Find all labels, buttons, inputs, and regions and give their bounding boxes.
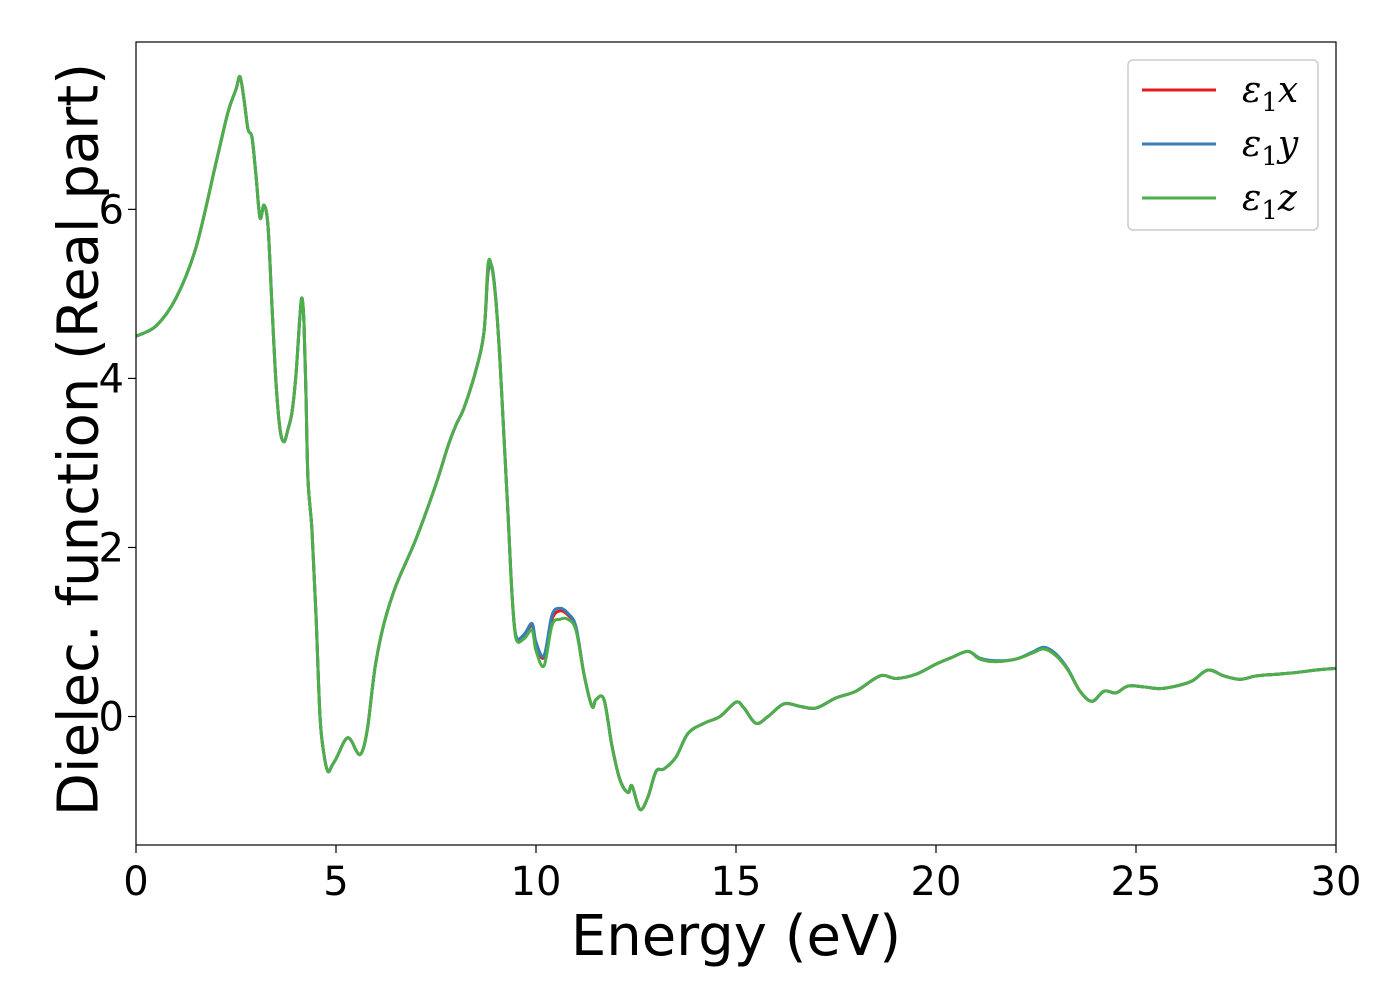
legend-label-y: ε1y <box>1242 124 1299 172</box>
x-tick-label: 5 <box>323 859 348 905</box>
x-tick-label: 10 <box>511 859 562 905</box>
x-axis-title: Energy (eV) <box>571 904 901 969</box>
x-tick-label: 0 <box>123 859 148 905</box>
legend-label-z: ε1z <box>1242 178 1298 226</box>
tick-layer: 0 5 10 15 20 25 30 0 2 4 6 <box>99 187 1362 905</box>
legend-label-x: ε1x <box>1242 70 1298 118</box>
legend-box <box>1127 59 1319 231</box>
x-tick-label: 15 <box>711 859 762 905</box>
y-tick-label: 6 <box>99 187 124 233</box>
series-line-z <box>136 74 1336 812</box>
y-tick-label: 4 <box>99 356 124 402</box>
x-tick-label: 20 <box>911 859 962 905</box>
y-tick-label: 0 <box>99 695 124 741</box>
series-layer <box>136 74 1336 812</box>
x-tick-label: 25 <box>1111 859 1162 905</box>
x-tick-label: 30 <box>1311 859 1362 905</box>
legend: ε1x ε1y ε1z <box>1127 59 1319 231</box>
y-axis-title: Dielec. function (Real part) <box>47 63 112 816</box>
y-tick-label: 2 <box>99 525 124 571</box>
